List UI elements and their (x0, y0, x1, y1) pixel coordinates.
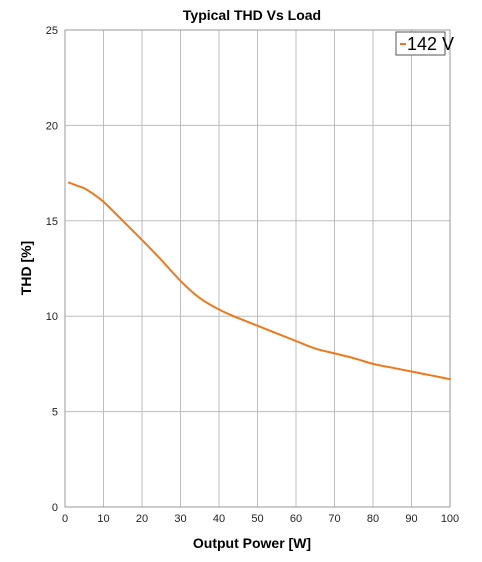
x-tick-label: 80 (367, 513, 379, 525)
y-tick-label: 25 (46, 25, 58, 37)
x-tick-label: 40 (213, 513, 225, 525)
y-tick-label: 5 (52, 407, 58, 419)
chart-title: Typical THD Vs Load (183, 7, 321, 23)
series-layer (67, 181, 451, 381)
legend-box (395, 31, 446, 56)
series-line-0 (67, 181, 451, 381)
x-tick-label: 10 (97, 513, 109, 525)
x-tick-label: 90 (405, 513, 417, 525)
x-tick-label: 20 (136, 513, 148, 525)
x-tick-label: 70 (328, 513, 340, 525)
y-axis-label: THD [%] (18, 241, 34, 295)
y-axis-ticks: 0 5 10 15 20 25 (46, 25, 58, 514)
x-tick-label: 0 (62, 513, 68, 525)
x-axis-label: Output Power [W] (193, 535, 311, 551)
y-tick-label: 0 (52, 502, 58, 514)
legend: 142 V (395, 31, 454, 56)
x-tick-label: 60 (290, 513, 302, 525)
x-axis-ticks: 0 10 20 30 40 50 60 70 80 90 100 (62, 513, 459, 525)
legend-label: 142 V (407, 34, 454, 54)
x-tick-label: 30 (174, 513, 186, 525)
plot-area-border (64, 29, 451, 508)
grid (64, 29, 451, 508)
x-tick-label: 50 (251, 513, 263, 525)
y-tick-label: 10 (46, 311, 58, 323)
x-tick-label: 100 (441, 513, 459, 525)
y-tick-label: 15 (46, 216, 58, 228)
y-tick-label: 20 (46, 120, 58, 132)
